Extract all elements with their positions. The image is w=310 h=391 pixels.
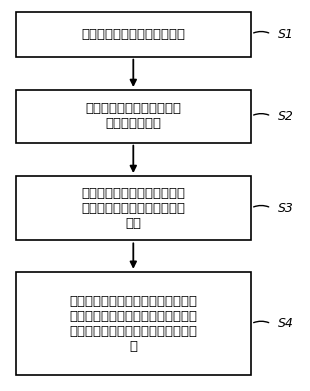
FancyBboxPatch shape xyxy=(16,272,251,375)
FancyBboxPatch shape xyxy=(16,12,251,57)
Text: 将采集到的蓄电池电压值上
传到平台服务器: 将采集到的蓄电池电压值上 传到平台服务器 xyxy=(85,102,181,130)
FancyArrowPatch shape xyxy=(254,321,269,323)
Text: S4: S4 xyxy=(277,317,293,330)
Text: 实时采集车辆的蓄电池电压值: 实时采集车辆的蓄电池电压值 xyxy=(81,28,185,41)
FancyArrowPatch shape xyxy=(254,206,269,207)
Text: S2: S2 xyxy=(277,109,293,123)
FancyBboxPatch shape xyxy=(16,176,251,240)
Text: S1: S1 xyxy=(277,27,293,41)
Text: 判断当前蓄电池的电压曲线是否偏离
所述轨迹，若偏离值达到预期值，则
预测蓄电池需要更换并反馈给终端设
备: 判断当前蓄电池的电压曲线是否偏离 所述轨迹，若偏离值达到预期值，则 预测蓄电池需… xyxy=(69,294,197,353)
Text: 将采集到的蓄电池电压值生成
电压曲线，并形成电压曲线轨
迹图: 将采集到的蓄电池电压值生成 电压曲线，并形成电压曲线轨 迹图 xyxy=(81,187,185,230)
FancyArrowPatch shape xyxy=(254,32,269,33)
FancyArrowPatch shape xyxy=(254,114,269,115)
Text: S3: S3 xyxy=(277,201,293,215)
FancyBboxPatch shape xyxy=(16,90,251,143)
